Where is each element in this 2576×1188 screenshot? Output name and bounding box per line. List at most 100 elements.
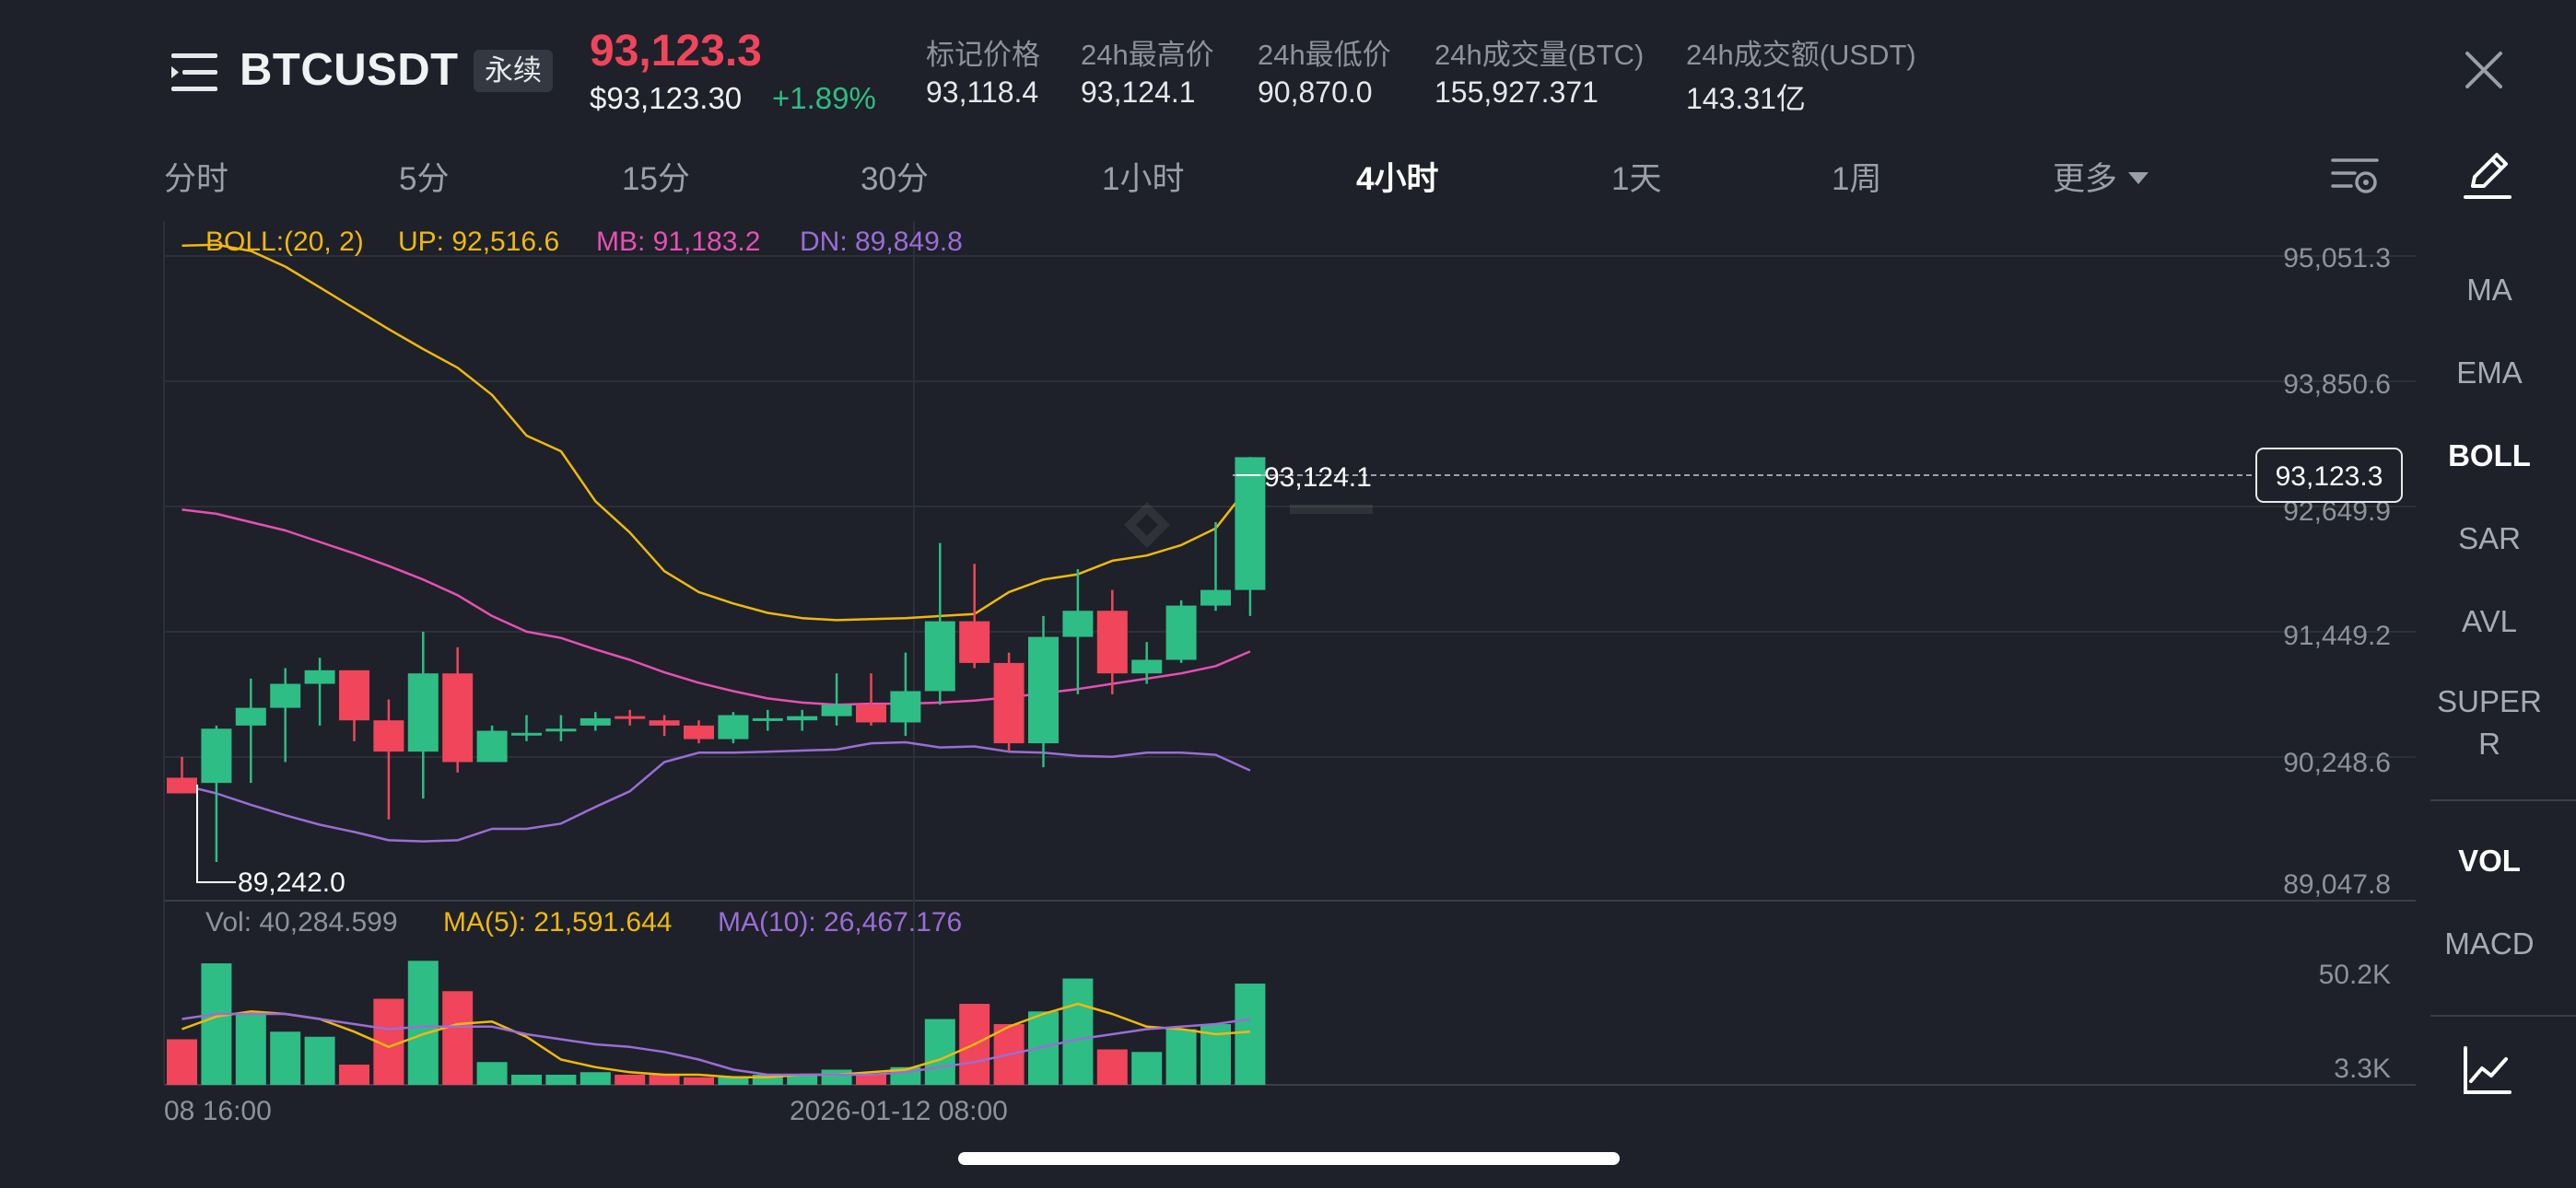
candle <box>1096 611 1128 674</box>
chevron-down-icon <box>2128 172 2149 185</box>
volume-bar <box>511 1075 542 1085</box>
low-marker-label: 89,242.0 <box>238 868 345 898</box>
candle <box>1200 589 1231 606</box>
volume-bar <box>476 1062 508 1085</box>
candle <box>270 683 301 708</box>
candle <box>1062 611 1094 637</box>
volume-bar <box>545 1075 577 1085</box>
indicator-ema[interactable]: EMA <box>2456 355 2523 390</box>
boll-upper-line <box>181 243 1251 622</box>
candle <box>580 717 611 726</box>
price-change: +1.89% <box>772 81 876 115</box>
volume-bar <box>1096 1049 1128 1085</box>
close-icon[interactable] <box>2462 48 2506 92</box>
candle <box>1165 605 1197 660</box>
volume-bar <box>821 1069 852 1085</box>
candle <box>993 662 1025 744</box>
volume-bar <box>649 1075 680 1085</box>
stat-value-mark-price: 93,118.4 <box>926 76 1039 109</box>
tab-1h[interactable]: 1小时 <box>1102 161 1185 197</box>
volume-bar <box>615 1075 646 1085</box>
stat-value-24h-low: 90,870.0 <box>1258 76 1373 109</box>
time-label: 2026-01-12 08:00 <box>790 1096 1008 1126</box>
boll-legend-dn: DN: 89,849.8 <box>800 227 963 257</box>
last-price: 93,123.3 <box>590 27 762 76</box>
candle <box>856 705 886 723</box>
stat-label-24h-turnover: 24h成交额(USDT) <box>1686 39 1916 71</box>
volume-bar <box>304 1036 335 1085</box>
candle <box>821 705 852 716</box>
chart-settings-icon[interactable] <box>2331 155 2379 197</box>
time-label: 08 16:00 <box>164 1096 272 1126</box>
volume-bar <box>407 961 439 1085</box>
price-markers: 93,123.3 93,124.1 89,242.0 <box>196 448 2403 898</box>
candle <box>304 670 335 684</box>
volume-bar <box>201 963 232 1085</box>
volume-bar <box>1131 1052 1163 1085</box>
volume-bar <box>235 1014 266 1085</box>
tab-1d[interactable]: 1天 <box>1611 161 1662 197</box>
indicator-macd[interactable]: MACD <box>2444 926 2535 961</box>
menu-icon[interactable] <box>170 50 221 96</box>
tab-more[interactable]: 更多 <box>2053 153 2149 200</box>
panel-divider <box>2430 799 2576 801</box>
stat-label-24h-high: 24h最高价 <box>1081 39 1214 71</box>
watermark-logo <box>1124 502 1373 548</box>
chart-legends: BOLL:(20, 2) UP: 92,516.6 MB: 91,183.2 DN: … <box>205 227 963 938</box>
tab-4h[interactable]: 4小时 <box>1356 161 1439 197</box>
stat-value-24h-turnover: 143.31亿 <box>1686 82 1806 115</box>
boll-mid-line <box>181 508 1251 706</box>
vol-legend-ma10: MA(10): 26,467.176 <box>718 907 962 938</box>
candle <box>615 716 646 719</box>
volume-tick-label: 3.3K <box>2334 1054 2391 1084</box>
usd-price: $93,123.30 <box>590 81 743 115</box>
indicator-super-r[interactable]: R <box>2478 727 2500 761</box>
indicator-vol[interactable]: VOL <box>2458 844 2521 878</box>
boll-legend-title: BOLL:(20, 2) <box>205 227 364 257</box>
volume-bar <box>339 1065 369 1085</box>
price-tick-label: 90,248.6 <box>2283 748 2391 778</box>
price-tick-label: 91,449.2 <box>2283 621 2391 651</box>
tab-30m[interactable]: 30分 <box>861 161 929 197</box>
volume-bar <box>684 1077 714 1085</box>
candle <box>924 621 955 692</box>
perpetual-badge: 永续 <box>474 50 553 92</box>
volume-bar <box>580 1072 611 1085</box>
candle <box>684 725 714 740</box>
indicator-super[interactable]: SUPER <box>2437 684 2542 718</box>
symbol-title[interactable]: BTCUSDT <box>240 45 459 95</box>
tab-more-label: 更多 <box>2053 161 2118 197</box>
candle <box>373 720 404 752</box>
volume-bar <box>167 1039 197 1085</box>
tab-15m[interactable]: 15分 <box>622 161 690 197</box>
indicator-avl[interactable]: AVL <box>2462 604 2517 638</box>
vol-legend: Vol: 40,284.599 <box>205 907 398 938</box>
candle <box>649 720 680 726</box>
tab-timeline[interactable]: 分时 <box>164 161 229 197</box>
price-tick-label: 93,850.6 <box>2283 369 2391 400</box>
volume-tick-label: 50.2K <box>2319 960 2391 990</box>
stat-label-24h-volume: 24h成交量(BTC) <box>1434 39 1645 71</box>
candle <box>1028 636 1059 744</box>
tab-1w[interactable]: 1周 <box>1832 161 1882 197</box>
candle <box>752 717 783 721</box>
boll-lower-line <box>181 740 1251 843</box>
chartline-icon[interactable] <box>2462 1044 2513 1096</box>
vol-legend-ma5: MA(5): 21,591.644 <box>443 907 672 938</box>
stat-value-24h-volume: 155,927.371 <box>1434 76 1598 109</box>
indicator-sar[interactable]: SAR <box>2458 521 2521 555</box>
draw-icon[interactable] <box>2462 147 2513 203</box>
indicator-ma[interactable]: MA <box>2466 273 2512 307</box>
volume-bar <box>1165 1029 1197 1085</box>
volume-bar <box>752 1075 783 1085</box>
tab-5m[interactable]: 5分 <box>399 161 450 197</box>
price-tick-label: 95,051.3 <box>2283 243 2391 274</box>
volume-bar <box>442 991 474 1085</box>
chart-grid <box>163 221 2416 1086</box>
candle <box>167 777 197 794</box>
current-price-label: 93,123.3 <box>2276 461 2383 492</box>
candle <box>407 673 439 752</box>
candles <box>167 457 1266 863</box>
indicator-boll[interactable]: BOLL <box>2448 438 2531 472</box>
